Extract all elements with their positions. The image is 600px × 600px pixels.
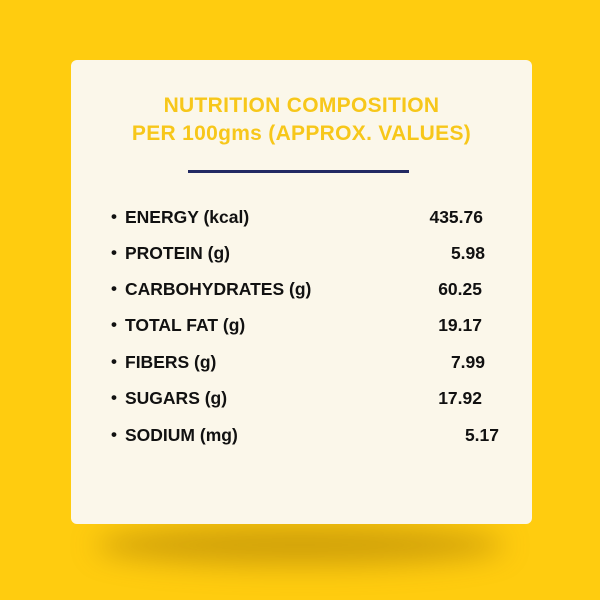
nutrient-value: 60.25 [438,279,482,299]
nutrient-label: ENERGY (kcal) [125,207,250,227]
nutrient-label: FIBERS (g) [125,352,217,372]
nutrient-row-carbohydrates: • CARBOHYDRATES (g) 60.25 [71,277,532,301]
nutrient-row-protein: • PROTEIN (g) 5.98 [71,241,532,265]
nutrient-value: 5.98 [450,243,485,263]
nutrient-value: 19.17 [438,315,482,335]
card-title: NUTRITION COMPOSITION PER 100gms (APPROX… [71,92,532,148]
nutrient-row-sugars: • SUGARS (g) 17.92 [71,386,532,410]
bullet-icon: • [111,207,117,226]
bullet-icon: • [111,315,117,334]
nutrient-label: CARBOHYDRATES (g) [125,279,312,299]
title-line-2: PER 100gms (APPROX. VALUES) [131,122,472,145]
nutrient-row-energy: • ENERGY (kcal) 435.76 [71,205,532,229]
nutrient-value: 7.99 [450,352,485,372]
card-shadow [95,525,505,565]
bullet-icon: • [111,352,117,371]
nutrition-card: NUTRITION COMPOSITION PER 100gms (APPROX… [71,60,532,524]
nutrient-value: 435.76 [429,207,483,227]
bullet-icon: • [111,425,117,444]
nutrient-row-total-fat: • TOTAL FAT (g) 19.17 [71,313,532,337]
nutrient-row-sodium: • SODIUM (mg) 5.17 [71,423,532,447]
nutrient-label: SODIUM (mg) [125,425,238,445]
bullet-icon: • [111,279,117,298]
bullet-icon: • [111,243,117,262]
bullet-icon: • [111,388,117,407]
nutrient-label: SUGARS (g) [125,388,228,408]
nutrient-label: TOTAL FAT (g) [125,315,246,335]
title-divider [188,170,409,173]
nutrient-value: 17.92 [438,388,482,408]
title-line-1: NUTRITION COMPOSITION [163,94,440,117]
nutrient-value: 5.17 [464,425,499,445]
nutrient-label: PROTEIN (g) [125,243,230,263]
nutrient-row-fibers: • FIBERS (g) 7.99 [71,350,532,374]
